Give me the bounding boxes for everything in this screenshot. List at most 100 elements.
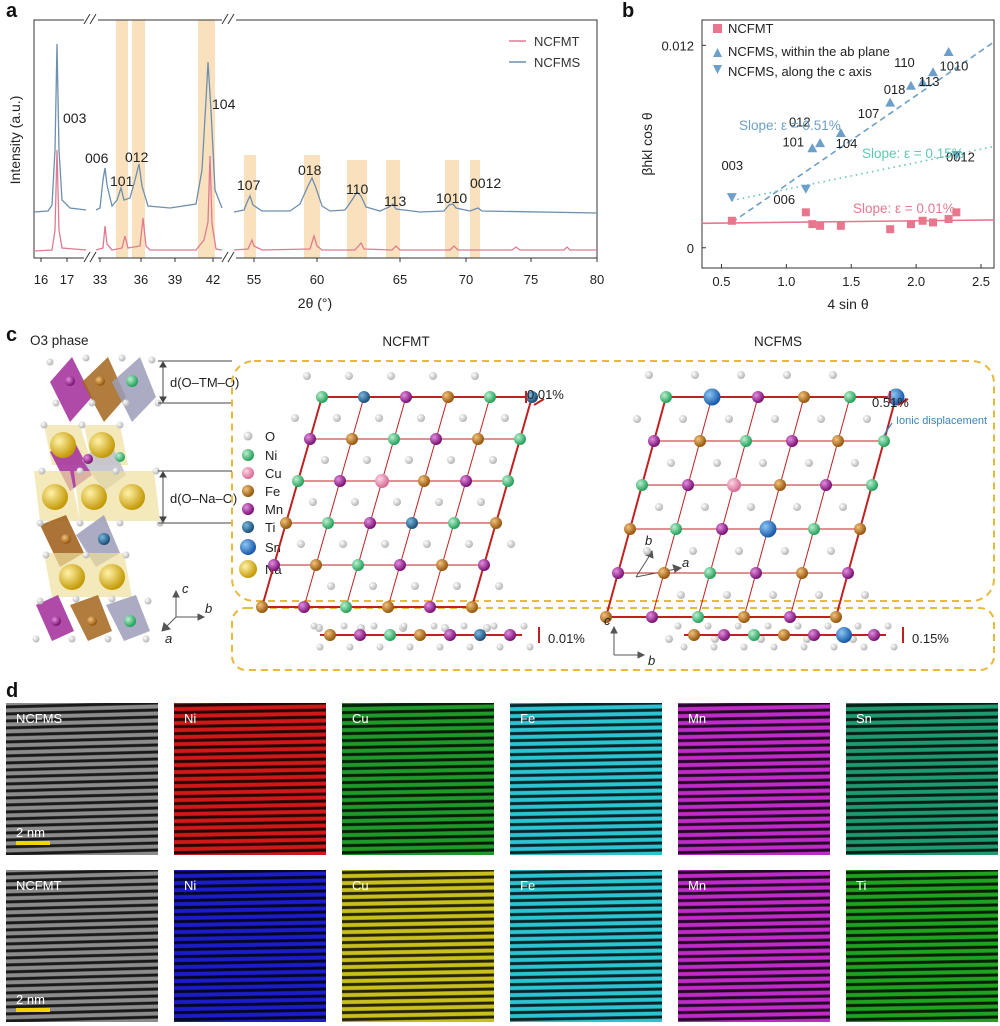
oxygen-atom <box>406 643 414 651</box>
oxygen-atom <box>400 622 408 630</box>
wh-legend: NCFMT NCFMS, within the ab plane NCFMS, … <box>713 21 890 79</box>
oxygen-atom <box>465 540 473 548</box>
eds-map-label: Fe <box>520 711 536 726</box>
wh-point-ncfmt <box>918 216 927 225</box>
oxygen-atom <box>851 459 859 467</box>
panel-c-label: c <box>6 324 18 346</box>
wh-xtick-4: 2.5 <box>972 274 990 289</box>
wh-annotation-0012: 0012 <box>946 150 975 165</box>
oxygen-atom <box>781 547 789 555</box>
atom-ni <box>844 391 856 403</box>
ncfmt-ab-lattice <box>256 372 545 632</box>
oxygen-atom <box>471 372 479 380</box>
atom-fe <box>472 433 484 445</box>
oxygen-atom <box>303 372 311 380</box>
oxygen-atom <box>691 371 699 379</box>
atom-fe <box>466 601 478 613</box>
ncfms-lattice-title: NCFMS <box>754 334 802 349</box>
eds-map-fe: Fe <box>510 870 662 1022</box>
oxygen-atom <box>333 414 341 422</box>
d-na-label: d(O–Na–O) <box>170 491 237 506</box>
ab-axis-a: a <box>682 555 689 570</box>
atom-ni <box>448 517 460 529</box>
atom-ti <box>406 517 418 529</box>
scale-bar-label: 2 nm <box>16 992 45 1007</box>
atom-fe <box>382 601 394 613</box>
xrd-xtick-33: 33 <box>93 272 107 287</box>
wh-annotation-113: 113 <box>919 74 940 89</box>
oxygen-atom <box>369 582 377 590</box>
peak-label-012: 012 <box>125 149 149 165</box>
atom-fe <box>854 523 866 535</box>
scale-bar: 2 nm <box>16 992 50 1012</box>
oxygen-atom <box>381 540 389 548</box>
oxygen-atom <box>346 643 354 651</box>
atom-fe <box>774 479 786 491</box>
eds-map-mn: Mn <box>678 703 830 855</box>
atom-ni <box>866 479 878 491</box>
chain-right-pct: 0.15% <box>912 631 949 646</box>
oxygen-atom <box>496 643 504 651</box>
lattice-line <box>345 396 407 608</box>
atom-mn <box>268 559 280 571</box>
xrd-xtick-75: 75 <box>524 272 538 287</box>
wh-point-ncfms-ab <box>905 80 916 90</box>
legend-el-mn: Mn <box>265 502 283 517</box>
panel-b-label: b <box>622 0 635 22</box>
oxygen-atom <box>740 643 748 651</box>
peak-label-006: 006 <box>85 150 109 166</box>
atom-fe <box>324 629 336 641</box>
oxygen-atom <box>680 643 688 651</box>
wh-point-ncfmt <box>727 216 736 225</box>
eds-map-cu: Cu <box>342 703 494 855</box>
eds-map-label: Ti <box>856 878 867 893</box>
oxygen-atom <box>711 635 719 643</box>
wh-xtick-3: 2.0 <box>907 274 925 289</box>
oxygen-atom <box>460 622 468 630</box>
ionic-displacement-arrow <box>883 422 893 436</box>
lattice-line <box>835 396 897 618</box>
wh-ylabel: βhkl cos θ <box>639 112 655 176</box>
atom-fe <box>798 391 810 403</box>
lattice-line <box>261 396 323 608</box>
oxygen-atom <box>453 582 461 590</box>
atom-mn <box>304 433 316 445</box>
xrd-xtick-65: 65 <box>393 272 407 287</box>
wh-point-ncfmt <box>952 208 961 217</box>
eds-map-ncfmt: NCFMT 2 nm <box>6 870 158 1022</box>
atom-fe <box>832 435 844 447</box>
wh-annotation-003: 003 <box>721 158 743 173</box>
atom-fe <box>694 435 706 447</box>
atom-mn <box>750 567 762 579</box>
oxygen-atom <box>747 503 755 511</box>
atom-fe <box>688 629 700 641</box>
cb-axis-b: b <box>648 653 655 668</box>
wh-annotation-1010: 1010 <box>939 59 968 74</box>
oxygen-atom <box>725 415 733 423</box>
oxygen-atom <box>829 371 837 379</box>
eds-map-sn: Sn <box>846 703 998 855</box>
atom-ni <box>748 629 760 641</box>
atom-ni <box>352 559 364 571</box>
legend-el-fe: Fe <box>265 484 280 499</box>
wh-point-ncfmt <box>816 221 825 230</box>
oxygen-atom <box>884 622 892 630</box>
legend-el-cu: Cu <box>265 466 282 481</box>
wh-legend-ab: NCFMS, within the ab plane <box>728 44 890 59</box>
wh-point-ncfmt <box>808 220 817 229</box>
oxygen-atom <box>734 622 742 630</box>
atom-mn <box>808 629 820 641</box>
o3-structure <box>32 354 164 643</box>
lattice-line <box>471 396 533 608</box>
xrd-xtick-60: 60 <box>310 272 324 287</box>
wh-xtick-0: 0.5 <box>712 274 730 289</box>
wh-annotation-104: 104 <box>836 136 858 151</box>
atom-sn <box>836 627 852 643</box>
oxygen-atom <box>759 459 767 467</box>
lattice-line <box>303 396 365 608</box>
wh-ytick-0: 0 <box>687 241 694 256</box>
oxygen-atom <box>665 635 673 643</box>
xrd-xtick-36: 36 <box>134 272 148 287</box>
eds-map-label: Fe <box>520 878 536 893</box>
peak-label-110: 110 <box>346 181 369 197</box>
